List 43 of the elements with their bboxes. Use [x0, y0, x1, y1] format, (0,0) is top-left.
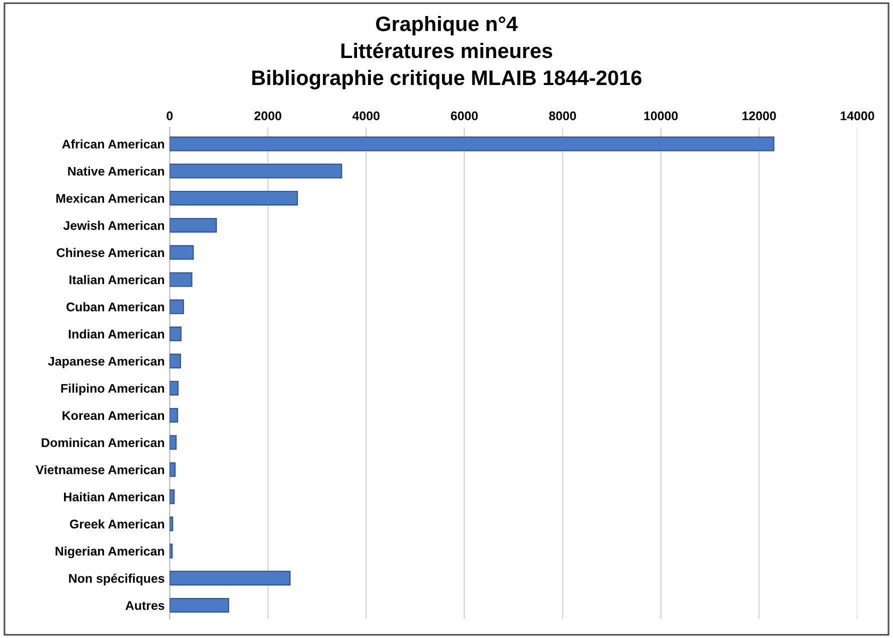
y-tick-label: Mexican American: [56, 194, 164, 203]
y-tick-label: Autres: [126, 601, 164, 610]
x-tick-label: 0: [166, 111, 173, 120]
y-tick-label: Indian American: [68, 329, 164, 339]
y-tick-label: Jewish American: [63, 220, 164, 230]
x-tick-label: 12000: [742, 111, 776, 120]
x-tick-label: 14000: [840, 111, 874, 120]
x-tick-label: 10000: [644, 111, 678, 120]
x-tick-label: 2000: [254, 111, 282, 120]
y-tick-label: Filipino American: [61, 384, 164, 396]
bar: [170, 136, 774, 152]
x-tick-label: 8000: [549, 111, 576, 120]
y-tick-label: Haitian American: [64, 492, 164, 502]
bar: [170, 598, 230, 613]
bar: [170, 245, 194, 260]
y-tick-label: Dominican American: [42, 438, 164, 448]
y-tick-label: Nigerian American: [56, 546, 164, 558]
x-tick-label: 6000: [450, 111, 478, 120]
bar: [170, 435, 177, 450]
bar: [170, 408, 178, 423]
y-tick-label: Korean American: [62, 410, 164, 420]
bar: [170, 489, 175, 504]
y-tick-label: Chinese American: [56, 248, 164, 258]
bar: [170, 462, 176, 477]
bar: [170, 354, 182, 368]
x-tick-label: 4000: [352, 111, 380, 120]
bar: [170, 299, 184, 314]
y-tick-label: Native American: [68, 166, 164, 176]
bar: [170, 164, 342, 178]
y-tick-label: Non spécifiques: [69, 574, 164, 586]
y-tick-label: Greek American: [70, 519, 164, 529]
y-tick-label: Japanese American: [48, 356, 164, 368]
y-tick-label: Italian American: [70, 275, 164, 284]
bar: [170, 190, 298, 206]
bar: [170, 570, 291, 586]
y-tick-label: Vietnamese American: [36, 465, 164, 474]
bar: [170, 272, 192, 287]
y-tick-label: Cuban American: [66, 302, 164, 312]
bar: [170, 380, 179, 396]
bar: [170, 326, 182, 342]
chart-title: Graphique n°4 Littératures mineures Bibliographie critique MLAIB 1844-2016: [252, 16, 642, 90]
bar: [170, 218, 217, 233]
y-tick-label: African American: [62, 139, 164, 149]
